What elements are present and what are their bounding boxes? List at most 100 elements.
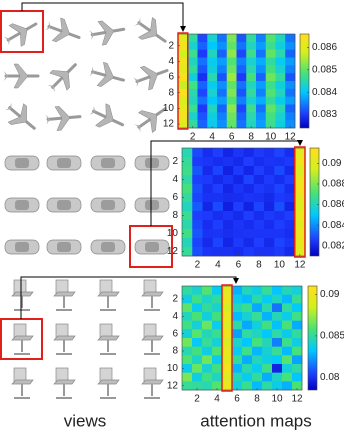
chair-view (53, 323, 76, 355)
heatmap-cell (256, 41, 267, 50)
heatmap-cell (243, 148, 255, 158)
heatmap-cell (222, 355, 233, 365)
heatmap-cell (284, 184, 296, 194)
heatmap-cell (264, 247, 275, 257)
heatmap-cell (252, 312, 263, 321)
car-window (15, 200, 29, 210)
heatmap-cell (246, 57, 257, 66)
heatmap-cell (232, 355, 243, 365)
heatmap-cell (285, 88, 296, 97)
heatmap-cell (197, 49, 208, 58)
car-window (57, 242, 71, 252)
attention-map: 2 4 6 8 10 12 2 4 6 8 10 12 0.08 0.085 0.09 (167, 284, 344, 405)
x-tick-label: 4 (214, 394, 220, 405)
heatmap-cell (253, 166, 265, 176)
heatmap-cell (212, 157, 224, 167)
heatmap-cell (192, 329, 203, 339)
heatmap-cell (226, 112, 237, 121)
colorbar-tick-label: 0.09 (322, 158, 342, 169)
heatmap-cell (232, 346, 243, 356)
heatmap-cell (274, 148, 285, 158)
heatmap-cell (243, 166, 255, 176)
car-view (4, 155, 40, 171)
colorbar (299, 33, 310, 129)
heatmap-cell (246, 65, 257, 74)
tail (89, 30, 95, 41)
heatmap-cell (233, 175, 244, 185)
heatmap-cell (292, 294, 303, 304)
heatmap-cell (212, 303, 223, 313)
heatmap-cell (217, 104, 228, 113)
chair-view (141, 323, 164, 355)
heatmap-cell (192, 193, 203, 203)
y-tick-label: 8 (172, 346, 178, 357)
wing (138, 17, 158, 40)
heatmap-cell (178, 96, 189, 105)
car-view (4, 197, 40, 213)
tail (4, 102, 12, 111)
heatmap-cell (192, 286, 203, 295)
car-window (15, 242, 29, 252)
heatmap-cell (272, 329, 283, 339)
heatmap-cell (202, 211, 214, 221)
heatmap-cell (232, 312, 243, 321)
heatmap-cell (223, 211, 234, 221)
heatmap-cell (182, 338, 193, 347)
heatmap-cell (265, 81, 276, 90)
wing (8, 23, 28, 47)
heatmap-cell (264, 229, 275, 239)
heatmap-cell (202, 175, 214, 185)
heatmap-cell (212, 193, 224, 203)
heatmap-cell (207, 34, 218, 43)
heatmap-cell (246, 81, 257, 90)
heatmap-cell (256, 104, 267, 113)
colorbar-tick-label: 0.082 (322, 240, 344, 251)
heatmap-cell (292, 372, 303, 382)
heatmap-cell (256, 81, 267, 90)
heatmap-cell (233, 238, 244, 248)
chair-view (53, 367, 76, 399)
heatmap-cell (294, 211, 306, 221)
heatmap-cell (192, 364, 203, 373)
heatmap-cell (187, 34, 198, 43)
heatmap-cell (212, 211, 224, 221)
x-tick-label: 10 (271, 394, 283, 405)
heatmap-cell (223, 220, 234, 230)
chair-view (97, 323, 120, 355)
highlight-column (294, 146, 306, 258)
heatmap-cell (272, 303, 283, 313)
heatmap-cell (294, 166, 306, 176)
y-tick-label: 6 (168, 72, 174, 83)
y-tick-label: 8 (168, 87, 174, 98)
heatmap-cell (192, 338, 203, 347)
heatmap-cell (192, 238, 203, 248)
heatmap-cell (253, 184, 265, 194)
heatmap-cell (242, 320, 253, 330)
heatmap-cell (182, 247, 193, 257)
heatmap-cell (197, 112, 208, 121)
heatmap-cell (202, 193, 214, 203)
airplane-view (89, 20, 126, 46)
heatmap-cell (236, 112, 247, 121)
heatmap-cell (262, 303, 273, 313)
heatmap-cell (253, 193, 265, 203)
heatmap-cell (265, 120, 276, 129)
heatmap-cell (262, 381, 273, 391)
attention-map: 2 4 6 8 10 12 2 4 6 8 10 12 0.083 0.084 0.085 0.086 (163, 32, 337, 143)
heatmap-cell (202, 220, 214, 230)
heatmap-cell (272, 372, 283, 382)
y-tick-label: 10 (167, 363, 179, 374)
heatmap-cell (226, 88, 237, 97)
heatmap-cell (223, 202, 234, 212)
heatmap-cell (265, 88, 276, 97)
heatmap-cell (182, 211, 193, 221)
heatmap-cell (207, 120, 218, 129)
heatmap-cell (226, 49, 237, 58)
airplane-view (134, 107, 167, 133)
heatmap-cell (207, 112, 218, 121)
heatmap-cell (217, 41, 228, 50)
heatmap-cell (253, 229, 265, 239)
heatmap-cell (202, 247, 214, 257)
tail (3, 36, 10, 46)
heatmap-cell (252, 355, 263, 365)
